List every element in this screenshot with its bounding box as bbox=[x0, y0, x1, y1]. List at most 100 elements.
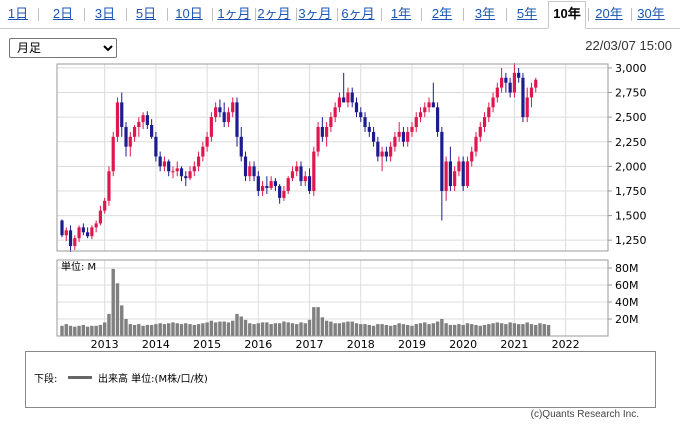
tab-12[interactable]: 3年 bbox=[474, 6, 496, 21]
volume-bar bbox=[124, 319, 128, 336]
candle-body bbox=[474, 136, 478, 152]
volume-bar bbox=[286, 322, 290, 336]
volume-bar bbox=[277, 323, 282, 336]
volume-bar bbox=[218, 321, 222, 336]
volume-bar bbox=[491, 323, 495, 336]
volume-bar bbox=[90, 325, 94, 336]
volume-bar bbox=[85, 326, 90, 336]
tab-14[interactable]: 10年 bbox=[548, 1, 586, 29]
volume-bar bbox=[145, 324, 150, 336]
volume-bar bbox=[175, 323, 179, 336]
candle-body bbox=[346, 92, 350, 103]
candle-body bbox=[260, 186, 265, 191]
price-frame bbox=[56, 63, 609, 252]
candle-body bbox=[371, 131, 376, 142]
volume-bar bbox=[346, 321, 350, 336]
candle-body bbox=[359, 112, 363, 118]
tab-6[interactable]: 1ヶ月 bbox=[217, 6, 251, 21]
candle-body bbox=[406, 131, 410, 142]
tab-11[interactable]: 2年 bbox=[431, 6, 453, 21]
volume-bar bbox=[141, 325, 145, 336]
volume-bar bbox=[162, 324, 167, 336]
tab-1[interactable]: 1日 bbox=[7, 6, 29, 21]
volume-bar bbox=[320, 317, 325, 336]
candle-body bbox=[286, 178, 290, 191]
volume-bar bbox=[465, 323, 470, 336]
volume-bar bbox=[158, 323, 162, 336]
candle-body bbox=[363, 117, 367, 127]
volume-bar bbox=[324, 320, 329, 336]
volume-bar bbox=[427, 324, 431, 336]
volume-bar bbox=[431, 323, 436, 336]
candle-body bbox=[77, 227, 81, 239]
volume-frame bbox=[56, 259, 609, 337]
tab-10[interactable]: 1年 bbox=[390, 6, 412, 21]
volume-bar bbox=[243, 319, 248, 336]
volume-bar bbox=[516, 324, 521, 336]
candle-body bbox=[73, 238, 77, 247]
candle-body bbox=[124, 126, 128, 147]
volume-bar bbox=[98, 324, 103, 336]
tab-13[interactable]: 5年 bbox=[516, 6, 538, 21]
volume-bar bbox=[546, 324, 551, 336]
x-tick-label: 2016 bbox=[244, 338, 272, 350]
candle-body bbox=[115, 102, 120, 137]
tab-9[interactable]: 6ヶ月 bbox=[341, 6, 375, 21]
tab-separator bbox=[212, 8, 213, 21]
tab-7[interactable]: 2ヶ月 bbox=[257, 6, 291, 21]
candle-body bbox=[303, 176, 307, 182]
candle-body bbox=[435, 107, 440, 132]
volume-bar bbox=[504, 324, 508, 336]
volume-bar bbox=[410, 325, 414, 336]
candle-body bbox=[273, 181, 277, 187]
volume-bar bbox=[299, 322, 303, 336]
tab-15[interactable]: 20年 bbox=[595, 6, 623, 21]
tab-3[interactable]: 3日 bbox=[94, 6, 116, 21]
candle-body bbox=[154, 136, 158, 157]
price-tick-label: 2,750 bbox=[615, 87, 647, 100]
candle-body bbox=[218, 107, 222, 113]
volume-bar bbox=[316, 307, 320, 336]
price-tick-label: 1,250 bbox=[615, 234, 647, 247]
candle-body bbox=[534, 79, 538, 88]
volume-bar bbox=[525, 322, 529, 336]
volume-bar bbox=[406, 324, 410, 336]
candle-body bbox=[299, 166, 303, 182]
candle-body bbox=[179, 168, 184, 177]
volume-bar bbox=[188, 324, 192, 336]
candle-body bbox=[508, 82, 512, 93]
candle-body bbox=[376, 141, 380, 157]
volume-bar bbox=[196, 324, 201, 336]
x-tick-label: 2014 bbox=[142, 338, 170, 350]
volume-bar bbox=[341, 322, 346, 336]
volume-unit-label: 単位: M bbox=[61, 260, 96, 273]
volume-bar bbox=[60, 325, 64, 336]
tab-8[interactable]: 3ヶ月 bbox=[298, 6, 332, 21]
price-tick-label: 2,500 bbox=[615, 111, 647, 124]
candle-body bbox=[350, 92, 354, 103]
tab-separator bbox=[167, 8, 168, 21]
volume-bar bbox=[235, 313, 239, 336]
copyright-credit: (c)Quants Research Inc. bbox=[530, 409, 639, 420]
volume-bar bbox=[205, 322, 209, 336]
volume-bar bbox=[171, 322, 175, 336]
volume-bar bbox=[448, 324, 453, 336]
volume-bar bbox=[376, 324, 380, 336]
period-select[interactable]: 月足 bbox=[9, 38, 117, 58]
candle-body bbox=[529, 87, 534, 98]
volume-bar bbox=[499, 323, 504, 336]
volume-bar bbox=[282, 321, 286, 336]
tab-separator bbox=[84, 8, 85, 21]
tab-separator bbox=[421, 8, 422, 21]
candle-body bbox=[214, 107, 218, 118]
volume-bar bbox=[521, 324, 525, 336]
tab-2[interactable]: 2日 bbox=[52, 6, 74, 21]
tab-5[interactable]: 10日 bbox=[175, 6, 203, 21]
tab-4[interactable]: 5日 bbox=[135, 6, 157, 21]
candle-body bbox=[329, 117, 333, 127]
volume-bar bbox=[418, 323, 423, 336]
tab-separator bbox=[337, 8, 338, 21]
tab-16[interactable]: 30年 bbox=[637, 6, 665, 21]
candle-body bbox=[389, 146, 393, 157]
volume-bar bbox=[444, 323, 448, 336]
